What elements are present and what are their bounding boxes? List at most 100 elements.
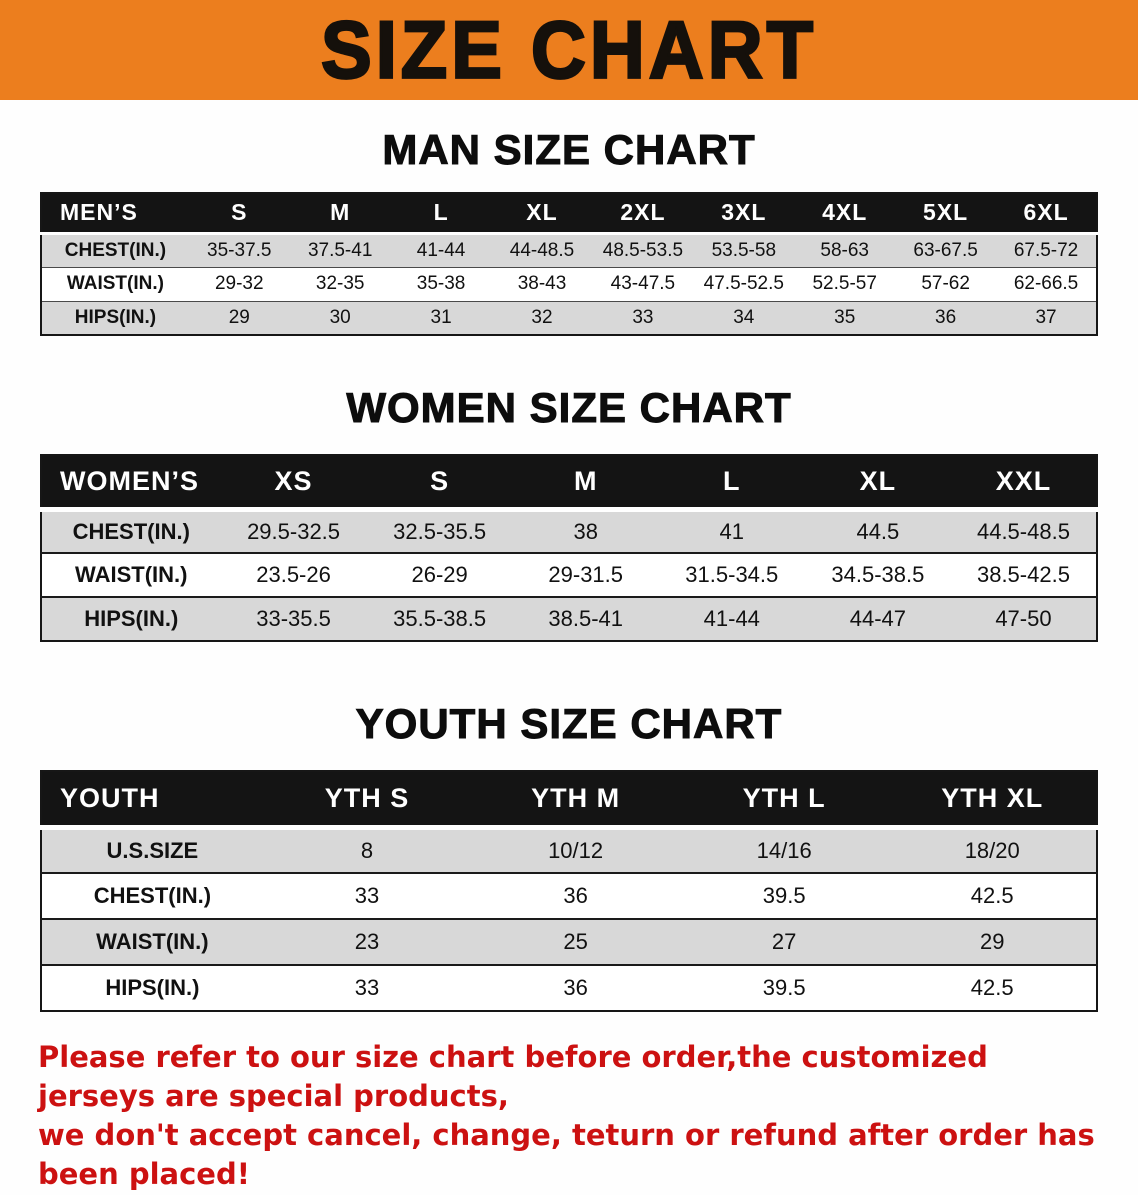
women-size-heading: WOMEN SIZE CHART (346, 384, 792, 432)
size-header-cell: L (390, 193, 492, 233)
size-value-cell: 44-47 (849, 606, 906, 631)
size-table-row: HIPS(IN.) 33-35.5 35.5-38.5 38.5-41 41-44 44-… (41, 597, 1097, 641)
size-value-cell: 41-44 (416, 239, 466, 261)
page-title: SIZE CHART (320, 4, 817, 97)
size-value-cell: 44.5 (856, 518, 900, 544)
size-value-cell: 33-35.5 (256, 606, 331, 631)
size-value-cell: 33 (354, 975, 380, 1000)
category-header-cell: MEN’S (41, 193, 189, 233)
size-table-header-row: YOUTH YTH S YTH M YTH L YTH XL (41, 771, 1097, 827)
size-value-cell: 47.5-52.5 (703, 273, 784, 294)
measurement-label-cell: HIPS(IN.) (84, 606, 179, 631)
size-header-cell: 2XL (592, 193, 694, 233)
measurement-label-cell: WAIST(IN.) (66, 273, 164, 294)
size-value-cell: 35-37.5 (207, 239, 272, 261)
size-value-cell: 42.5 (970, 883, 1014, 908)
men-size-section: MAN SIZE CHART MEN’S S M L XL 2XL 3XL 4XL 5XL 6XL… (0, 126, 1138, 336)
size-header-cell: YTH M (471, 771, 680, 827)
size-table-row: WAIST(IN.) 29-32 32-35 35-38 38-43 43-47.5 47.… (41, 267, 1097, 301)
size-table-row: CHEST(IN.) 29.5-32.5 32.5-35.5 38 41 44.5 44.5… (41, 509, 1097, 553)
size-value-cell: 34.5-38.5 (831, 562, 925, 587)
size-table-row: U.S.SIZE 8 10/12 14/16 18/20 (41, 827, 1097, 873)
size-value-cell: 41 (719, 518, 745, 544)
disclaimer: Please refer to our size chart before or… (38, 1038, 1100, 1195)
size-value-cell: 41-44 (703, 606, 760, 631)
size-value-cell: 37 (1035, 306, 1057, 328)
size-value-cell: 38 (573, 518, 598, 544)
size-header-cell: XL (804, 455, 951, 509)
size-value-cell: 42.5 (970, 975, 1014, 1000)
youth-size-table: YOUTH YTH S YTH M YTH L YTH XL U.S.SIZE 8 10/12… (40, 770, 1098, 1012)
size-table-row: CHEST(IN.) 33 36 39.5 42.5 (41, 873, 1097, 919)
size-header-cell: XXL (950, 455, 1097, 509)
size-table-header-row: MEN’S S M L XL 2XL 3XL 4XL 5XL 6XL (41, 193, 1097, 233)
size-value-cell: 63-67.5 (913, 239, 978, 261)
size-value-cell: 26-29 (411, 562, 468, 587)
size-header-cell: XS (220, 455, 367, 509)
title-banner: SIZE CHART (0, 0, 1138, 100)
size-value-cell: 35.5-38.5 (393, 606, 487, 631)
size-table-row: HIPS(IN.) 29 30 31 32 33 34 35 36 37 (41, 301, 1097, 335)
size-value-cell: 10/12 (548, 837, 604, 863)
measurement-label-cell: CHEST(IN.) (93, 883, 212, 908)
size-value-cell: 23.5-26 (256, 562, 331, 587)
size-value-cell: 38.5-41 (548, 606, 624, 631)
size-value-cell: 32-35 (315, 273, 365, 294)
size-value-cell: 31.5-34.5 (685, 562, 779, 587)
size-value-cell: 31 (430, 306, 452, 328)
size-value-cell: 38-43 (517, 273, 567, 294)
size-value-cell: 44.5-48.5 (976, 518, 1070, 544)
measurement-label-cell: WAIST(IN.) (75, 562, 188, 587)
size-value-cell: 47-50 (995, 606, 1052, 631)
youth-size-heading: YOUTH SIZE CHART (355, 700, 783, 748)
size-value-cell: 62-66.5 (1013, 273, 1079, 294)
size-header-cell: L (658, 455, 805, 509)
size-value-cell: 29 (228, 306, 250, 328)
size-value-cell: 32 (531, 306, 553, 328)
size-value-cell: 37.5-41 (307, 239, 373, 261)
men-size-heading: MAN SIZE CHART (382, 126, 756, 174)
measurement-label-cell: WAIST(IN.) (96, 929, 209, 954)
size-value-cell: 32.5-35.5 (393, 518, 487, 544)
size-header-cell: YTH XL (888, 771, 1097, 827)
size-header-cell: 4XL (794, 193, 896, 233)
size-value-cell: 53.5-58 (711, 239, 777, 261)
size-table-row: WAIST(IN.) 23 25 27 29 (41, 919, 1097, 965)
size-value-cell: 38.5-42.5 (976, 562, 1070, 587)
size-value-cell: 34 (733, 306, 755, 328)
size-value-cell: 33 (632, 306, 654, 328)
size-value-cell: 58-63 (820, 239, 870, 261)
size-table-row: WAIST(IN.) 23.5-26 26-29 29-31.5 31.5-34.5 34… (41, 553, 1097, 597)
women-size-section: WOMEN SIZE CHART WOMEN’S XS S M L XL XXL CHEST(… (0, 384, 1138, 642)
size-header-cell: 5XL (895, 193, 997, 233)
size-value-cell: 25 (563, 929, 588, 954)
size-header-cell: YTH L (679, 771, 889, 827)
size-value-cell: 44-48.5 (509, 239, 575, 261)
size-value-cell: 29-31.5 (548, 562, 624, 587)
men-size-table: MEN’S S M L XL 2XL 3XL 4XL 5XL 6XL CHEST(IN.) 35-37… (40, 192, 1098, 336)
size-value-cell: 29.5-32.5 (247, 518, 341, 544)
measurement-label-cell: HIPS(IN.) (74, 306, 157, 328)
size-value-cell: 18/20 (964, 837, 1020, 863)
size-value-cell: 29-32 (214, 273, 264, 294)
category-header-cell: WOMEN’S (41, 455, 221, 509)
measurement-label-cell: CHEST(IN.) (72, 518, 190, 544)
women-size-table: WOMEN’S XS S M L XL XXL CHEST(IN.) 29.5-32.5 32.5… (40, 454, 1098, 642)
size-header-cell: 3XL (693, 193, 795, 233)
measurement-label-cell: HIPS(IN.) (105, 975, 200, 1000)
size-value-cell: 23 (354, 929, 380, 954)
size-value-cell: 36 (563, 883, 588, 908)
measurement-label-cell: CHEST(IN.) (64, 239, 167, 261)
size-value-cell: 48.5-53.5 (602, 239, 684, 261)
measurement-label-cell: U.S.SIZE (106, 837, 199, 863)
size-header-cell: M (512, 455, 659, 509)
size-header-cell: S (366, 455, 513, 509)
category-header-cell: YOUTH (41, 771, 263, 827)
size-value-cell: 35 (834, 306, 856, 328)
size-value-cell: 39.5 (762, 975, 806, 1000)
size-header-cell: M (289, 193, 391, 233)
size-value-cell: 33 (354, 883, 380, 908)
size-value-cell: 36 (563, 975, 588, 1000)
size-value-cell: 67.5-72 (1013, 239, 1079, 261)
